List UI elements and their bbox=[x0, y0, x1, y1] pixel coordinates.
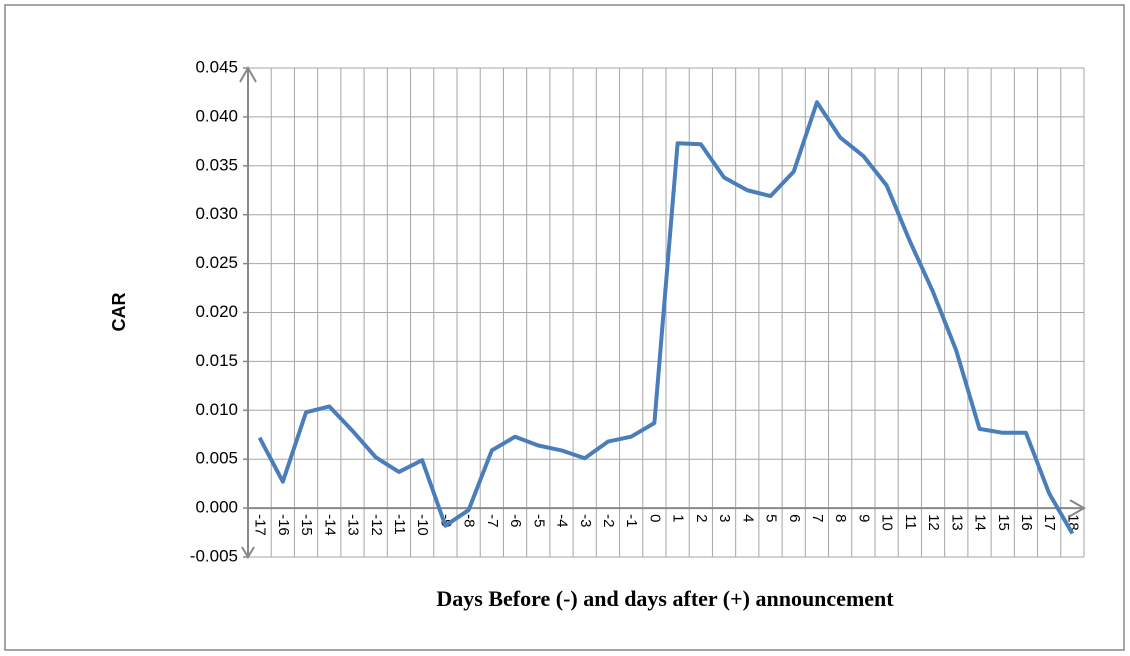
x-tick-label: -16 bbox=[275, 514, 292, 536]
x-tick-label: 10 bbox=[879, 514, 896, 531]
y-tick-label: 0.045 bbox=[195, 57, 238, 76]
x-tick-label: -1 bbox=[623, 514, 640, 527]
x-tick-label: -17 bbox=[252, 514, 269, 536]
y-tick-label: 0.015 bbox=[195, 351, 238, 370]
x-tick-label: 4 bbox=[739, 514, 756, 522]
x-tick-label: -2 bbox=[600, 514, 617, 527]
x-tick-label: 13 bbox=[948, 514, 965, 531]
x-tick-label: -5 bbox=[530, 514, 547, 527]
x-tick-label: 15 bbox=[995, 514, 1012, 531]
chart-frame bbox=[4, 4, 1125, 651]
x-tick-label: -8 bbox=[461, 514, 478, 527]
y-tick-label: 0.035 bbox=[195, 155, 238, 174]
data-line bbox=[257, 100, 1075, 535]
x-tick-label: 2 bbox=[693, 514, 710, 522]
y-tick-label: 0.040 bbox=[195, 106, 238, 125]
x-tick-label: 11 bbox=[902, 514, 919, 530]
x-tick-label: -7 bbox=[484, 514, 501, 527]
y-axis-title: CAR bbox=[109, 293, 129, 332]
x-tick-label: -15 bbox=[298, 514, 315, 536]
x-tick-label: -10 bbox=[414, 514, 431, 536]
x-tick-label: 3 bbox=[716, 514, 733, 522]
x-tick-label: 7 bbox=[809, 514, 826, 522]
y-tick-label: 0.000 bbox=[195, 498, 238, 517]
x-axis-arrow bbox=[1069, 499, 1087, 517]
x-tick-label: -6 bbox=[507, 514, 524, 527]
y-tick-label: 0.030 bbox=[195, 204, 238, 223]
y-tick-label: 0.010 bbox=[195, 400, 238, 419]
x-tick-label: -14 bbox=[321, 514, 338, 536]
x-tick-label: 6 bbox=[786, 514, 803, 522]
x-tick-label: -3 bbox=[577, 514, 594, 527]
x-tick-label: 5 bbox=[763, 514, 780, 522]
x-tick-label: 0 bbox=[646, 514, 663, 522]
y-tick-label: 0.020 bbox=[195, 302, 238, 321]
x-axis-title: Days Before (-) and days after (+) annou… bbox=[436, 586, 894, 611]
x-tick-label: -4 bbox=[554, 514, 571, 527]
x-tick-label: -13 bbox=[345, 514, 362, 536]
x-axis-arrow-left bbox=[241, 546, 255, 559]
y-tick-label: -0.005 bbox=[190, 546, 238, 565]
x-tick-label: 14 bbox=[972, 514, 989, 531]
x-tick-label: 17 bbox=[1041, 514, 1058, 531]
x-tick-label: 16 bbox=[1018, 514, 1035, 531]
x-tick-label: 1 bbox=[670, 514, 687, 522]
y-tick-label: 0.025 bbox=[195, 253, 238, 272]
y-tick-label: 0.005 bbox=[195, 449, 238, 468]
y-axis-arrow bbox=[239, 65, 257, 83]
x-tick-label: 9 bbox=[855, 514, 872, 522]
x-tick-label: -12 bbox=[368, 514, 385, 536]
x-tick-label: -11 bbox=[391, 514, 408, 535]
x-tick-label: 12 bbox=[925, 514, 942, 531]
x-tick-label: 8 bbox=[832, 514, 849, 522]
